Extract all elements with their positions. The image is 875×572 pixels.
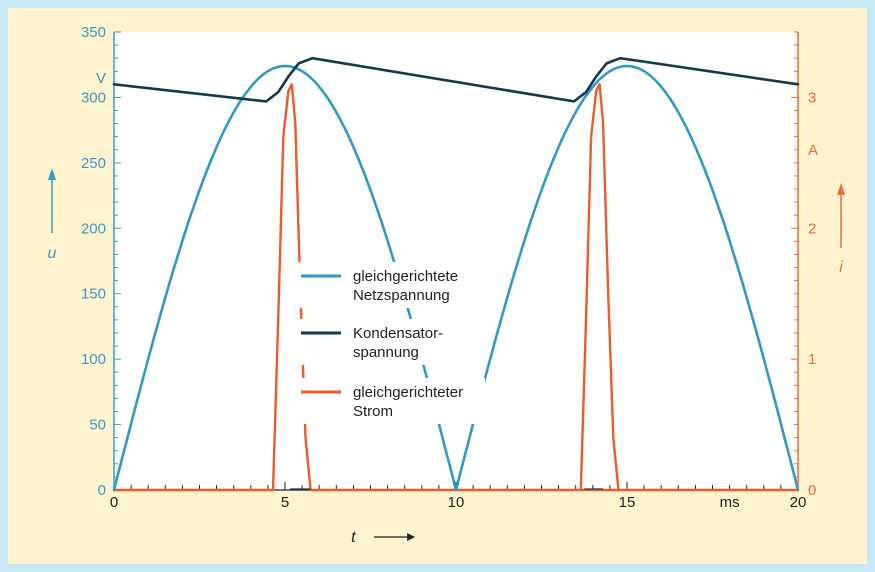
strom-baseline-line: [112, 83, 800, 492]
y-right-tick-label: 1: [808, 351, 816, 368]
x-tick-label: 20: [790, 494, 807, 511]
legend-item-bg: [295, 319, 485, 365]
x-unit-label: ms: [720, 494, 740, 511]
netzspannung-line: [112, 64, 800, 492]
legend-item-bg: [295, 378, 485, 424]
strom-pulse-2-line: [579, 83, 620, 492]
y-right-tick-label: 2: [808, 220, 816, 237]
y-right-tick-label: 0: [808, 482, 816, 499]
legend-label-line1: gleichgerichtete: [353, 268, 458, 285]
legend-label-line2: spannung: [353, 344, 419, 361]
x-axis-label: t: [351, 529, 356, 546]
x-tick-label: 0: [110, 494, 118, 511]
kondensatorspannung-line: [112, 56, 800, 103]
y-left-tick-label: 150: [81, 286, 106, 303]
y-left-arrowhead: [48, 168, 56, 180]
y-left-tick-label: 0: [98, 482, 106, 499]
chart-svg: 0 5 10 15 20 ms t 0 50 100 150 200 250 300 350 Vu 0 1 2 3 Ai…: [48, 24, 845, 546]
legend-label-line1: gleichgerichteter: [353, 384, 463, 401]
legend-label-line1: Kondensator-: [353, 325, 443, 342]
y-right-tick-label: 3: [808, 89, 816, 106]
y-left-tick-label: 50: [89, 417, 106, 434]
x-tick-label: 10: [448, 494, 465, 511]
y-left-tick-label: 100: [81, 351, 106, 368]
y-left-unit-label: V: [96, 70, 106, 87]
y-left-axis-label: u: [48, 245, 57, 262]
legend-label-line2: Netzspannung: [353, 287, 450, 304]
y-right-axis-label: i: [839, 259, 843, 276]
y-right-arrowhead: [837, 183, 845, 195]
y-left-tick-label: 200: [81, 220, 106, 237]
y-left-tick-label: 350: [81, 24, 106, 41]
y-left-tick-label: 300: [81, 89, 106, 106]
y-right-unit-label: A: [808, 142, 818, 159]
x-tick-label: 5: [281, 494, 289, 511]
legend-label-line2: Strom: [353, 403, 393, 420]
legend-item-bg: [295, 262, 485, 308]
x-axis-arrowhead: [407, 533, 416, 541]
y-left-tick-label: 250: [81, 155, 106, 172]
x-tick-label: 15: [619, 494, 636, 511]
